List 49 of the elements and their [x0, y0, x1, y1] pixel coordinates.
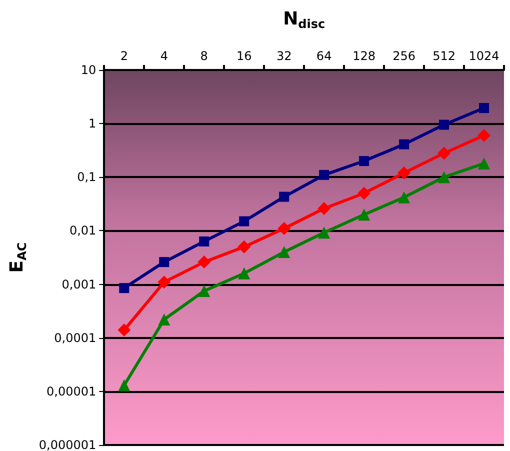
y-tick-label: 0,1	[77, 170, 96, 184]
point	[479, 103, 490, 114]
point	[318, 202, 331, 215]
x-tick-label: 2	[120, 49, 128, 63]
y-tick-label: 0,01	[69, 224, 96, 238]
point	[199, 236, 210, 246]
x-tick-label: 4	[160, 49, 168, 63]
point	[358, 208, 370, 221]
point	[439, 120, 450, 130]
x-tick-label: 64	[316, 49, 332, 63]
x-tick-label: 512	[432, 49, 456, 63]
y-tick-label: 10	[80, 63, 96, 77]
point	[118, 379, 130, 392]
point	[198, 284, 210, 297]
x-tick-label: 8	[200, 49, 208, 63]
y-tick-label: 0,000001	[38, 438, 96, 451]
point	[358, 186, 371, 200]
point	[158, 276, 171, 289]
x-tick-label: 16	[236, 49, 252, 63]
y-tick-label: 0,001	[62, 277, 96, 292]
point	[399, 139, 410, 150]
point	[278, 246, 290, 258]
x-tick-label: 128	[352, 49, 376, 63]
point	[198, 256, 211, 269]
y-tick-label: 0,00001	[46, 384, 96, 398]
point	[398, 191, 410, 204]
point	[238, 240, 251, 254]
x-tick-label: 32	[276, 49, 292, 63]
point	[318, 226, 330, 239]
point	[319, 170, 330, 180]
point	[239, 216, 250, 226]
y-axis-title: EAC	[6, 242, 29, 273]
y-tick-label: 1	[88, 116, 96, 131]
point	[159, 257, 170, 268]
point	[238, 267, 250, 280]
point	[158, 314, 170, 326]
point	[478, 157, 490, 170]
point	[478, 128, 491, 142]
point	[438, 146, 451, 160]
point	[278, 222, 291, 235]
point	[118, 324, 131, 337]
y-tick-label: 0,0001	[54, 330, 96, 345]
x-tick-label: 1024	[468, 49, 500, 63]
point	[119, 283, 130, 294]
point	[279, 192, 290, 202]
point	[359, 156, 370, 166]
point	[398, 166, 411, 180]
x-tick-label: 256	[392, 49, 416, 63]
point	[438, 171, 450, 184]
